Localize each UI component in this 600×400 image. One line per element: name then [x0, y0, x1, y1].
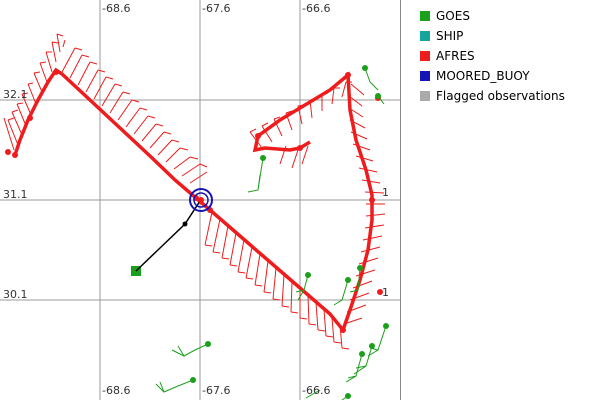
afres-flight-track: [5, 67, 383, 334]
lat-label: 32.1: [3, 88, 28, 101]
map-canvas[interactable]: -68.6 -68.6 -67.6 -67.6 -66.6 -66.6 32.1 31.1 30…: [0, 0, 400, 400]
legend-label-flagged: Flagged observations: [436, 89, 565, 103]
moored-buoy-marker[interactable]: [189, 188, 213, 212]
legend: GOES SHIP AFRES MOORED_BUOY Flagged obse…: [420, 6, 595, 106]
lon-label-bottom: -68.6: [102, 384, 130, 397]
afres-wind-barbs: [3, 33, 386, 350]
moored-buoy-swatch-icon: [420, 71, 430, 81]
lat-label: 31.1: [3, 188, 28, 201]
afres-swatch-icon: [420, 51, 430, 61]
lon-label-bottom: -66.6: [302, 384, 330, 397]
legend-label-afres: AFRES: [436, 49, 475, 63]
axis-labels: -68.6 -68.6 -67.6 -67.6 -66.6 -66.6 32.1 31.1 30…: [3, 2, 389, 397]
storm-track: [135, 200, 201, 272]
legend-item-ship[interactable]: SHIP: [420, 26, 595, 46]
lon-label-top: -66.6: [302, 2, 330, 15]
legend-item-moored-buoy[interactable]: MOORED_BUOY: [420, 66, 595, 86]
lat-label-right: 1: [382, 286, 389, 299]
lon-label-top: -67.6: [202, 2, 230, 15]
legend-label-goes: GOES: [436, 9, 470, 23]
lon-label-bottom: -67.6: [202, 384, 230, 397]
legend-item-goes[interactable]: GOES: [420, 6, 595, 26]
goes-swatch-icon: [420, 11, 430, 21]
ship-swatch-icon: [420, 31, 430, 41]
legend-label-moored-buoy: MOORED_BUOY: [436, 69, 530, 83]
legend-item-afres[interactable]: AFRES: [420, 46, 595, 66]
lat-label: 30.1: [3, 288, 28, 301]
lat-label-right: 1: [382, 186, 389, 199]
lon-label-top: -68.6: [102, 2, 130, 15]
legend-label-ship: SHIP: [436, 29, 464, 43]
wind-observation-map[interactable]: -68.6 -68.6 -67.6 -67.6 -66.6 -66.6 32.1 31.1 30…: [0, 0, 401, 400]
flagged-swatch-icon: [420, 91, 430, 101]
legend-item-flagged[interactable]: Flagged observations: [420, 86, 595, 106]
